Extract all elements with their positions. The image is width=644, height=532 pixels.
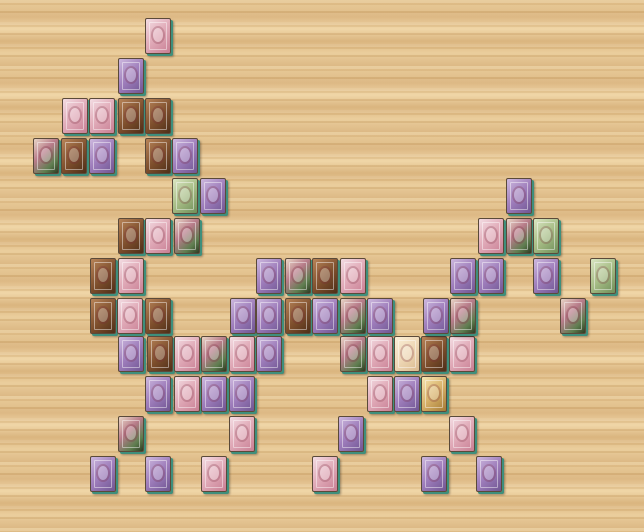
mahjong-tile[interactable] [118, 258, 144, 294]
mahjong-tile[interactable] [478, 258, 504, 294]
mahjong-tile[interactable] [145, 18, 171, 54]
mahjong-tile[interactable] [174, 336, 200, 372]
mahjong-tile[interactable] [449, 336, 475, 372]
mahjong-tile[interactable] [174, 376, 200, 412]
mahjong-tile[interactable] [229, 336, 255, 372]
mahjong-tile[interactable] [145, 298, 171, 334]
mahjong-tile[interactable] [340, 258, 366, 294]
mahjong-tile[interactable] [145, 138, 171, 174]
mahjong-tile[interactable] [145, 218, 171, 254]
mahjong-tile[interactable] [201, 456, 227, 492]
mahjong-tile[interactable] [256, 258, 282, 294]
mahjong-tile[interactable] [394, 336, 420, 372]
mahjong-tile[interactable] [172, 138, 198, 174]
mahjong-tile[interactable] [89, 138, 115, 174]
mahjong-tile[interactable] [476, 456, 502, 492]
mahjong-tile[interactable] [118, 336, 144, 372]
mahjong-tile[interactable] [506, 178, 532, 214]
mahjong-tile[interactable] [90, 298, 116, 334]
mahjong-tile[interactable] [338, 416, 364, 452]
mahjong-tile[interactable] [478, 218, 504, 254]
mahjong-tile[interactable] [533, 258, 559, 294]
mahjong-tile[interactable] [450, 298, 476, 334]
mahjong-tile[interactable] [285, 298, 311, 334]
mahjong-tile[interactable] [312, 456, 338, 492]
mahjong-tile[interactable] [560, 298, 586, 334]
mahjong-tile[interactable] [367, 376, 393, 412]
mahjong-tile[interactable] [229, 416, 255, 452]
mahjong-tile[interactable] [256, 298, 282, 334]
mahjong-tile[interactable] [340, 298, 366, 334]
mahjong-tile[interactable] [229, 376, 255, 412]
mahjong-tile[interactable] [33, 138, 59, 174]
mahjong-tile[interactable] [449, 416, 475, 452]
mahjong-tile[interactable] [200, 178, 226, 214]
mahjong-tile[interactable] [118, 98, 144, 134]
mahjong-tile[interactable] [367, 298, 393, 334]
mahjong-tile[interactable] [61, 138, 87, 174]
mahjong-tile[interactable] [421, 456, 447, 492]
mahjong-tile[interactable] [201, 376, 227, 412]
mahjong-tile[interactable] [394, 376, 420, 412]
mahjong-tile[interactable] [201, 336, 227, 372]
mahjong-tile[interactable] [118, 58, 144, 94]
mahjong-tile[interactable] [89, 98, 115, 134]
mahjong-tile[interactable] [62, 98, 88, 134]
mahjong-tile[interactable] [340, 336, 366, 372]
mahjong-tile[interactable] [590, 258, 616, 294]
mahjong-tile[interactable] [145, 456, 171, 492]
mahjong-tile[interactable] [533, 218, 559, 254]
mahjong-tile[interactable] [147, 336, 173, 372]
mahjong-tile[interactable] [118, 416, 144, 452]
mahjong-tile[interactable] [285, 258, 311, 294]
mahjong-tile[interactable] [421, 376, 447, 412]
mahjong-tile[interactable] [312, 298, 338, 334]
mahjong-tile[interactable] [423, 298, 449, 334]
mahjong-tile[interactable] [312, 258, 338, 294]
mahjong-tile[interactable] [450, 258, 476, 294]
mahjong-tile[interactable] [506, 218, 532, 254]
mahjong-tile[interactable] [256, 336, 282, 372]
mahjong-tile[interactable] [145, 376, 171, 412]
mahjong-tile[interactable] [145, 98, 171, 134]
mahjong-tile[interactable] [172, 178, 198, 214]
mahjong-tile[interactable] [118, 218, 144, 254]
mahjong-tile[interactable] [367, 336, 393, 372]
mahjong-tile[interactable] [174, 218, 200, 254]
mahjong-tile[interactable] [421, 336, 447, 372]
mahjong-tile[interactable] [90, 258, 116, 294]
mahjong-tile[interactable] [117, 298, 143, 334]
mahjong-tile[interactable] [90, 456, 116, 492]
mahjong-tile[interactable] [230, 298, 256, 334]
